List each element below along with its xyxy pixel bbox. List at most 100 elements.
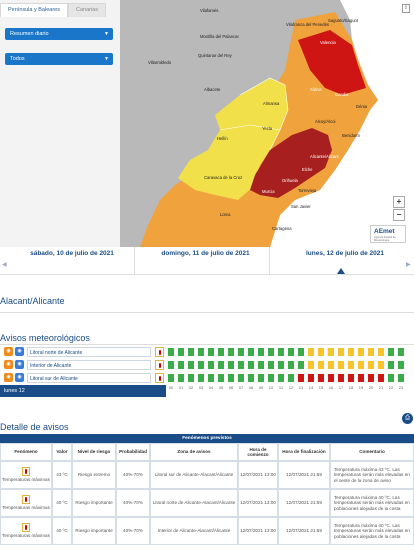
hour-cell[interactable] — [367, 347, 375, 357]
map-town-label: Quintanar del Rey — [198, 53, 232, 58]
hour-cell[interactable] — [267, 360, 275, 370]
hour-cell[interactable] — [297, 373, 305, 383]
hour-cell[interactable] — [267, 347, 275, 357]
hour-cell[interactable] — [167, 347, 175, 357]
hour-cell[interactable] — [177, 347, 185, 357]
hour-cell[interactable] — [277, 347, 285, 357]
zone-label[interactable]: Interior de Alicante — [27, 360, 151, 370]
hour-cell[interactable] — [207, 373, 215, 383]
rss-icon[interactable]: ◉ — [4, 360, 13, 369]
hour-cell[interactable] — [177, 360, 185, 370]
chevron-left-icon[interactable]: ◀ — [2, 262, 7, 268]
hour-cell[interactable] — [197, 373, 205, 383]
hour-cell[interactable] — [307, 360, 315, 370]
rss-icon[interactable]: ◉ — [4, 373, 13, 382]
hour-cell[interactable] — [347, 347, 355, 357]
hour-cell[interactable] — [387, 360, 395, 370]
hour-cell[interactable] — [357, 360, 365, 370]
hour-cell[interactable] — [357, 347, 365, 357]
hour-cell[interactable] — [247, 360, 255, 370]
hour-cell[interactable] — [317, 347, 325, 357]
hour-cell[interactable] — [217, 360, 225, 370]
hour-cell[interactable] — [377, 347, 385, 357]
hour-label: 19 — [358, 385, 364, 390]
table-cell-end: 12/07/2021 21:59 — [278, 461, 330, 489]
hour-cell[interactable] — [277, 360, 285, 370]
hour-cell[interactable] — [317, 373, 325, 383]
table-cell-start: 12/07/2021 13:00 — [238, 517, 278, 545]
date-tab-1[interactable]: sábado, 10 de julio de 2021 — [0, 247, 135, 274]
hour-cell[interactable] — [187, 360, 195, 370]
hour-cell[interactable] — [287, 360, 295, 370]
tab-canarias[interactable]: Canarias — [67, 3, 106, 17]
hour-cell[interactable] — [327, 347, 335, 357]
date-tab-3[interactable]: lunes, 12 de julio de 2021 — [270, 247, 414, 274]
hour-cell[interactable] — [257, 373, 265, 383]
hour-cell[interactable] — [237, 360, 245, 370]
hour-cell[interactable] — [337, 360, 345, 370]
table-cell-value: 40 ºC — [52, 489, 72, 517]
feed-icon[interactable]: ◉ — [15, 347, 24, 356]
hour-cell[interactable] — [337, 347, 345, 357]
zone-label[interactable]: Litoral sur de Alicante — [27, 373, 151, 383]
hour-cell[interactable] — [337, 373, 345, 383]
zone-label[interactable]: Litoral norte de Alicante — [27, 347, 151, 357]
hour-cell[interactable] — [207, 347, 215, 357]
hour-cell[interactable] — [387, 373, 395, 383]
hour-cell[interactable] — [257, 347, 265, 357]
hour-cell[interactable] — [227, 373, 235, 383]
hour-cell[interactable] — [207, 360, 215, 370]
hour-cell[interactable] — [297, 347, 305, 357]
hour-cell[interactable] — [347, 373, 355, 383]
hour-cell[interactable] — [397, 373, 405, 383]
hour-cell[interactable] — [387, 347, 395, 357]
hour-cell[interactable] — [397, 360, 405, 370]
warning-map[interactable]: Sagunto/Sagunt Vilafranca del Penedès Vi… — [120, 0, 414, 247]
filter-select[interactable]: Todos ▼ — [5, 53, 113, 65]
hour-cell[interactable] — [287, 373, 295, 383]
hour-cell[interactable] — [167, 360, 175, 370]
hour-cell[interactable] — [187, 373, 195, 383]
hour-cell[interactable] — [357, 373, 365, 383]
print-icon[interactable]: ⎙ — [402, 413, 413, 424]
export-icon[interactable]: ⇪ — [402, 4, 410, 13]
hour-cell[interactable] — [237, 347, 245, 357]
hour-cell[interactable] — [217, 373, 225, 383]
hour-cell[interactable] — [227, 360, 235, 370]
chevron-right-icon[interactable]: ▶ — [406, 262, 411, 268]
hour-cell[interactable] — [377, 373, 385, 383]
hour-cell[interactable] — [197, 347, 205, 357]
hour-cell[interactable] — [247, 373, 255, 383]
hour-cell[interactable] — [237, 373, 245, 383]
tab-peninsula[interactable]: Península y Baleares — [0, 3, 68, 17]
hour-cell[interactable] — [287, 347, 295, 357]
hour-cell[interactable] — [307, 373, 315, 383]
summary-select[interactable]: Resumen diario ▼ — [5, 28, 113, 40]
zoom-out-button[interactable]: − — [393, 209, 405, 221]
hour-cell[interactable] — [367, 373, 375, 383]
date-tab-2[interactable]: domingo, 11 de julio de 2021 — [135, 247, 270, 274]
hour-cell[interactable] — [397, 347, 405, 357]
feed-icon[interactable]: ◉ — [15, 360, 24, 369]
hour-cell[interactable] — [347, 360, 355, 370]
hour-cell[interactable] — [307, 347, 315, 357]
hour-cell[interactable] — [327, 360, 335, 370]
hour-cell[interactable] — [367, 360, 375, 370]
hour-cell[interactable] — [247, 347, 255, 357]
hour-cell[interactable] — [317, 360, 325, 370]
hour-cell[interactable] — [377, 360, 385, 370]
hour-cell[interactable] — [177, 373, 185, 383]
hour-cell[interactable] — [267, 373, 275, 383]
feed-icon[interactable]: ◉ — [15, 373, 24, 382]
zoom-in-button[interactable]: + — [393, 196, 405, 208]
hour-cell[interactable] — [277, 373, 285, 383]
hour-cell[interactable] — [167, 373, 175, 383]
hour-cell[interactable] — [227, 347, 235, 357]
hour-cell[interactable] — [297, 360, 305, 370]
rss-icon[interactable]: ◉ — [4, 347, 13, 356]
hour-cell[interactable] — [257, 360, 265, 370]
hour-cell[interactable] — [187, 347, 195, 357]
hour-cell[interactable] — [327, 373, 335, 383]
hour-cell[interactable] — [197, 360, 205, 370]
hour-cell[interactable] — [217, 347, 225, 357]
